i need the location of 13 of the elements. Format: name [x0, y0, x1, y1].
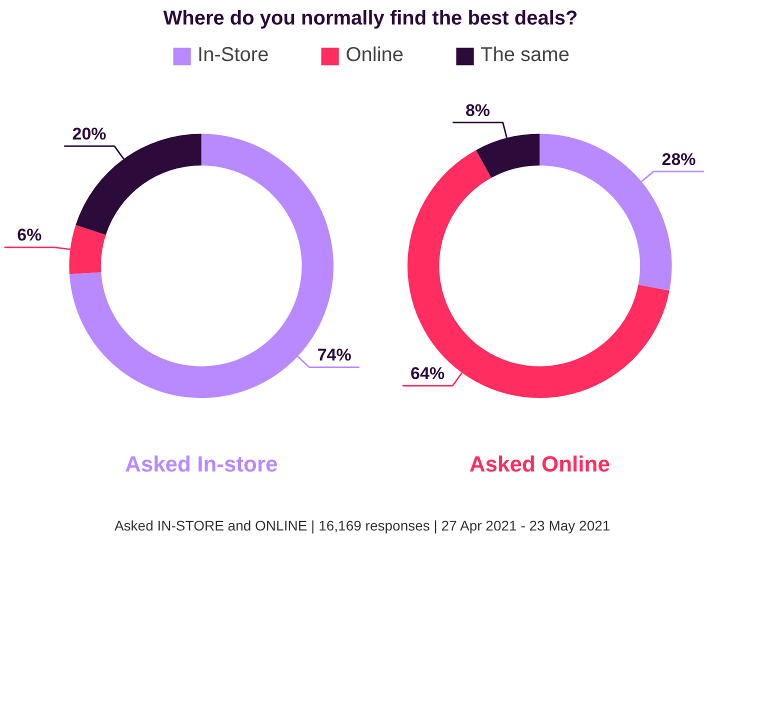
text: Asked In-store — [124, 452, 278, 477]
data-label: 74% — [317, 346, 352, 365]
legend-label: In-Store — [198, 44, 269, 67]
data-label: 8% — [465, 100, 490, 120]
data-label: 20% — [72, 124, 106, 144]
legend-label: Online — [346, 44, 404, 67]
data-label: 28% — [662, 150, 696, 169]
data-label: 6% — [17, 226, 42, 245]
data-label: 64% — [410, 364, 445, 384]
legend-label: The same — [480, 44, 570, 67]
text: Asked Online — [469, 452, 610, 477]
text: Asked IN-STORE and ONLINE | 16,169 responses | 27 Apr 2021 - 23 May 2021 — [114, 518, 610, 534]
chart-title: Where do you normally find the best deals? — [163, 8, 578, 30]
